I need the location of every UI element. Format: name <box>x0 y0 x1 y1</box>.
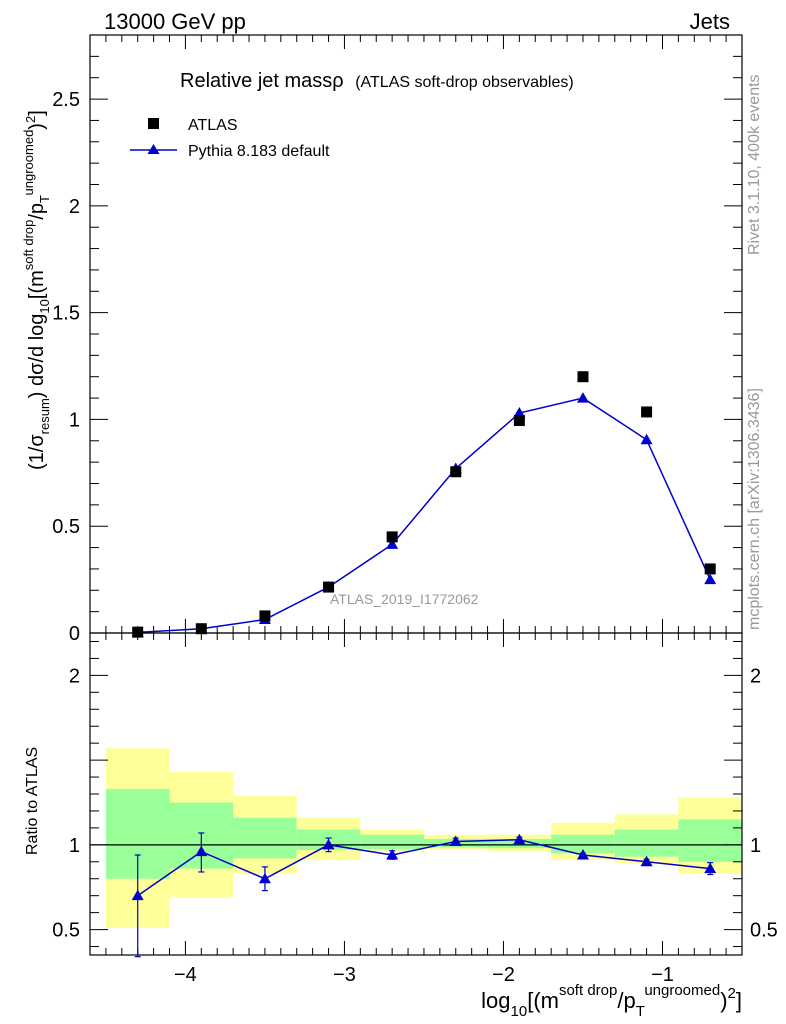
x-axis-label: log10[(msoft drop/pTungroomed)2] <box>481 982 742 1020</box>
header-energy-label: 13000 GeV pp <box>104 9 246 34</box>
atlas-point <box>323 581 335 593</box>
legend-label-pythia: Pythia 8.183 default <box>188 143 330 160</box>
ratio-band-green <box>360 834 424 850</box>
rivet-version-label: Rivet 3.1.10, 400k events <box>746 74 763 255</box>
ratio-band-green <box>678 819 742 862</box>
pythia-point <box>576 392 589 403</box>
x-tick-label: −3 <box>333 964 356 986</box>
ratio-y-axis-label: Ratio to ATLAS <box>24 747 41 855</box>
ratio-y-tick-label-right: 0.5 <box>750 920 778 942</box>
chart-title-main: Relative jet massρ <box>180 70 344 92</box>
atlas-point <box>450 466 462 478</box>
analysis-label: ATLAS_2019_I1772062 <box>330 591 479 607</box>
ratio-y-tick-label-left: 0.5 <box>52 920 80 942</box>
main-y-axis-label: (1/σresum) dσ/d log10[(msoft drop/pTungr… <box>21 110 52 470</box>
atlas-point <box>259 610 271 622</box>
ratio-panel: −4 −3 −2 −1 0.5 0.5 1 1 2 2 Ratio to ATLAS log10[… <box>24 632 778 1020</box>
atlas-point <box>132 626 144 638</box>
ratio-point <box>449 835 462 846</box>
atlas-point <box>577 371 589 383</box>
pythia-point <box>513 407 526 418</box>
ratio-y-tick-label-right: 1 <box>750 835 761 857</box>
ratio-line <box>137 839 711 897</box>
x-tick-label: −4 <box>174 964 197 986</box>
ratio-point <box>195 845 208 857</box>
x-tick-label: −1 <box>651 964 674 986</box>
mcplots-label: mcplots.cern.ch [arXiv:1306.3436] <box>746 388 763 630</box>
ratio-y-tick-label-right: 2 <box>750 665 761 687</box>
ratio-band-green <box>551 834 615 854</box>
ratio-point <box>258 872 271 884</box>
pythia-point <box>386 538 399 549</box>
atlas-point <box>195 623 207 635</box>
atlas-point <box>641 406 653 418</box>
atlas-point <box>386 531 398 543</box>
ratio-point <box>576 849 589 860</box>
chart-title-subtitle: (ATLAS soft-drop observables) <box>355 74 573 91</box>
ratio-band-green <box>233 817 297 859</box>
pythia-point <box>640 433 653 445</box>
ratio-plot-area: −4 −3 −2 −1 0.5 0.5 1 1 2 2 <box>52 632 778 986</box>
main-y-tick-label: 0.5 <box>52 516 80 538</box>
legend-marker-pythia <box>147 144 160 154</box>
header-jets-label: Jets <box>690 9 730 34</box>
main-y-tick-label: 2.5 <box>52 89 80 111</box>
main-y-tick-label: 1 <box>69 409 80 431</box>
x-tick-label: −2 <box>492 964 515 986</box>
main-y-tick-label: 0 <box>69 623 80 645</box>
ratio-point <box>386 849 399 860</box>
pythia-point <box>704 573 717 585</box>
ratio-y-tick-label-left: 2 <box>69 665 80 687</box>
ratio-point <box>640 855 653 867</box>
legend-marker-atlas <box>148 118 159 129</box>
atlas-point <box>704 563 716 575</box>
ratio-y-tick-label-left: 1 <box>69 835 80 857</box>
legend-label-atlas: ATLAS <box>188 117 238 134</box>
ratio-point <box>131 889 144 901</box>
ratio-point <box>704 862 717 874</box>
main-y-tick-label: 1.5 <box>52 303 80 325</box>
main-panel: 0 0.5 1 1.5 2 2.5 Relative jet massρ (ATLAS s… <box>21 34 743 645</box>
main-plot-area: 0 0.5 1 1.5 2 2.5 <box>52 34 743 645</box>
atlas-point <box>513 414 525 426</box>
ratio-point <box>322 838 335 850</box>
pythia-line <box>137 397 711 634</box>
ratio-point <box>513 833 526 845</box>
main-y-tick-label: 2 <box>69 196 80 218</box>
chart-title: Relative jet massρ (ATLAS soft-drop obse… <box>180 70 574 92</box>
ratio-band-green <box>614 829 679 857</box>
legend: ATLAS Pythia 8.183 default <box>130 117 330 160</box>
